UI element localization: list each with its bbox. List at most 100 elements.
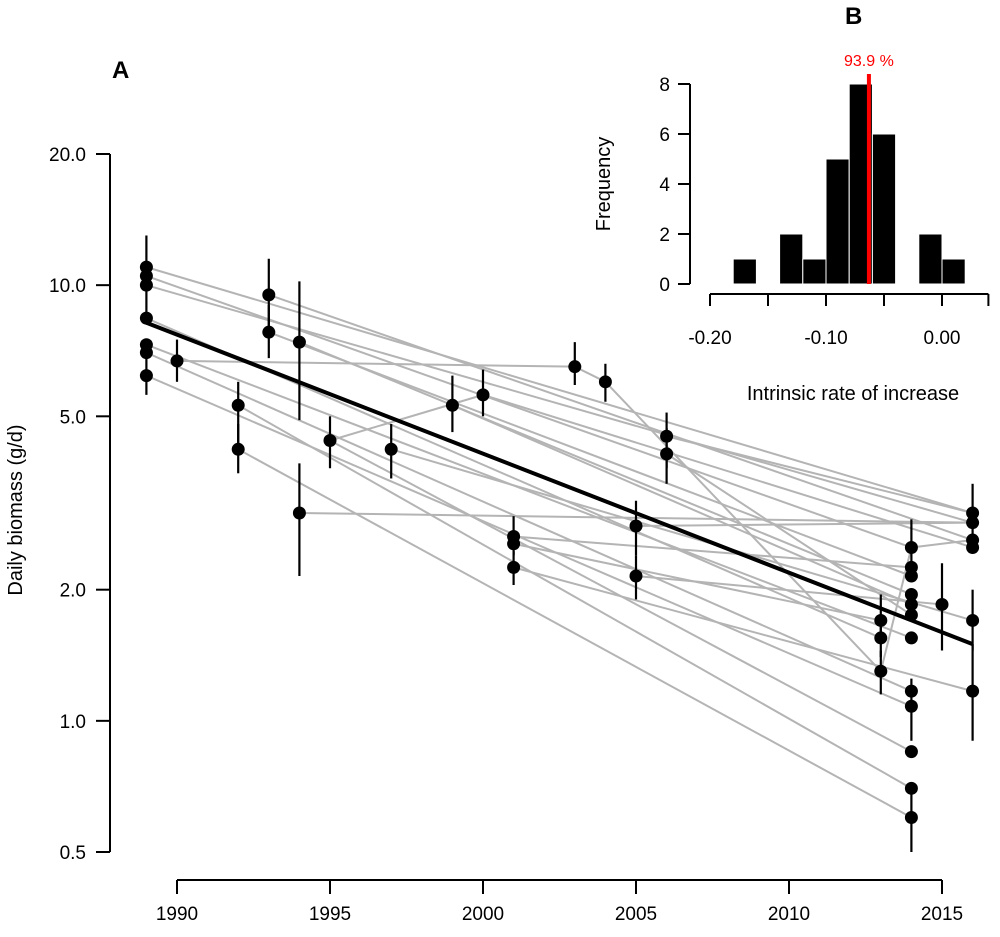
data-point	[935, 597, 949, 611]
histogram-bar	[802, 258, 827, 285]
y-tick-label: 20.0	[49, 145, 86, 166]
data-point	[904, 597, 918, 611]
data-point	[966, 684, 980, 698]
y-tick-label: 1.0	[60, 712, 86, 733]
data-point	[904, 684, 918, 698]
data-point	[139, 346, 153, 360]
population-line	[237, 404, 912, 790]
data-point	[231, 442, 245, 456]
data-point	[139, 369, 153, 383]
data-point	[874, 631, 888, 645]
histogram-bar	[779, 233, 804, 285]
data-point	[966, 540, 980, 554]
median-marker-label: 93.9 %	[844, 53, 894, 70]
population-line	[635, 521, 973, 528]
data-point	[904, 587, 918, 601]
data-point	[904, 608, 918, 622]
data-point	[323, 433, 337, 447]
x-tick-label: 0.00	[924, 328, 961, 349]
y-tick-label: 2	[659, 225, 670, 246]
y-axis-title: Daily biomass (g/d)	[5, 424, 27, 595]
data-point	[904, 631, 918, 645]
population-line	[237, 448, 912, 819]
regression-trend-line	[145, 320, 974, 646]
data-point	[292, 506, 306, 520]
histogram-bar	[871, 133, 897, 285]
data-point	[384, 442, 398, 456]
population-line	[666, 453, 912, 616]
x-tick-label: 1995	[309, 904, 351, 925]
histogram-bar	[918, 233, 943, 285]
data-point	[904, 569, 918, 583]
population-line	[482, 393, 973, 549]
data-point	[262, 325, 276, 339]
y-tick-label: 8	[659, 75, 670, 96]
data-point	[231, 398, 245, 412]
x-tick-label: -0.10	[804, 328, 847, 349]
x-tick-label: 2010	[768, 904, 810, 925]
data-point	[598, 375, 612, 389]
data-point	[904, 781, 918, 795]
y-tick-label: 2.0	[60, 581, 86, 602]
x-tick-label: 2000	[462, 904, 504, 925]
histogram-y-axis-title: Frequency	[593, 137, 615, 232]
population-line	[604, 381, 882, 672]
y-tick-label: 6	[659, 125, 670, 146]
population-line	[145, 351, 912, 693]
data-point	[139, 311, 153, 325]
population-line	[176, 359, 575, 368]
panel-b: 0 2 4 6 8 -0.20 -0.10 0.00 93.9 % Intrinsic ra…	[593, 3, 990, 405]
data-point	[966, 613, 980, 627]
histogram-bar	[825, 158, 850, 285]
x-axis: 1990 1995 2000 2005 2010 2015	[156, 879, 963, 925]
data-point	[904, 699, 918, 713]
data-point	[966, 516, 980, 530]
population-line	[146, 266, 973, 514]
panel-a: 0.51.02.05.010.020.0 1990 1995 2000 2005 201…	[5, 57, 980, 925]
y-tick-label: 0	[659, 275, 670, 296]
data-point	[904, 811, 918, 825]
data-point	[904, 540, 918, 554]
y-tick-label: 0.5	[60, 843, 86, 864]
histogram-bars	[732, 83, 966, 285]
x-tick-label: 1990	[156, 904, 198, 925]
population-line	[146, 284, 973, 524]
x-tick-label: 2005	[615, 904, 657, 925]
population-line	[513, 566, 973, 693]
panel-label-a: A	[112, 57, 129, 84]
data-point	[139, 278, 153, 292]
x-tick-label: 2015	[921, 904, 963, 925]
data-point	[629, 569, 643, 583]
data-point	[507, 537, 521, 551]
population-line	[268, 293, 973, 541]
population-line	[635, 575, 943, 606]
population-line	[299, 341, 912, 596]
population-line	[146, 374, 912, 708]
y-tick-label: 4	[659, 175, 670, 196]
data-points	[139, 260, 980, 825]
y-tick-label: 5.0	[60, 407, 86, 428]
data-point	[874, 613, 888, 627]
y-axis: 0.5 1.0 2.0 5.0 10.0 20.0	[49, 145, 111, 864]
population-line	[513, 535, 912, 569]
data-point	[262, 288, 276, 302]
data-point	[629, 519, 643, 533]
population-lines	[145, 266, 973, 819]
histogram-x-axis: -0.20 -0.10 0.00	[688, 293, 990, 349]
population-line	[390, 448, 973, 622]
population-line	[146, 274, 912, 549]
data-point	[476, 388, 490, 402]
data-point	[660, 429, 674, 443]
histogram-bar	[941, 258, 966, 285]
trend-line-group	[145, 320, 974, 646]
population-line	[666, 435, 973, 514]
data-point	[170, 354, 184, 368]
population-line	[911, 539, 973, 549]
histogram-bar	[732, 258, 757, 285]
data-point	[445, 398, 459, 412]
data-point	[292, 335, 306, 349]
data-point	[139, 269, 153, 283]
data-point	[966, 506, 980, 520]
y-tick-label: 10.0	[49, 276, 86, 297]
